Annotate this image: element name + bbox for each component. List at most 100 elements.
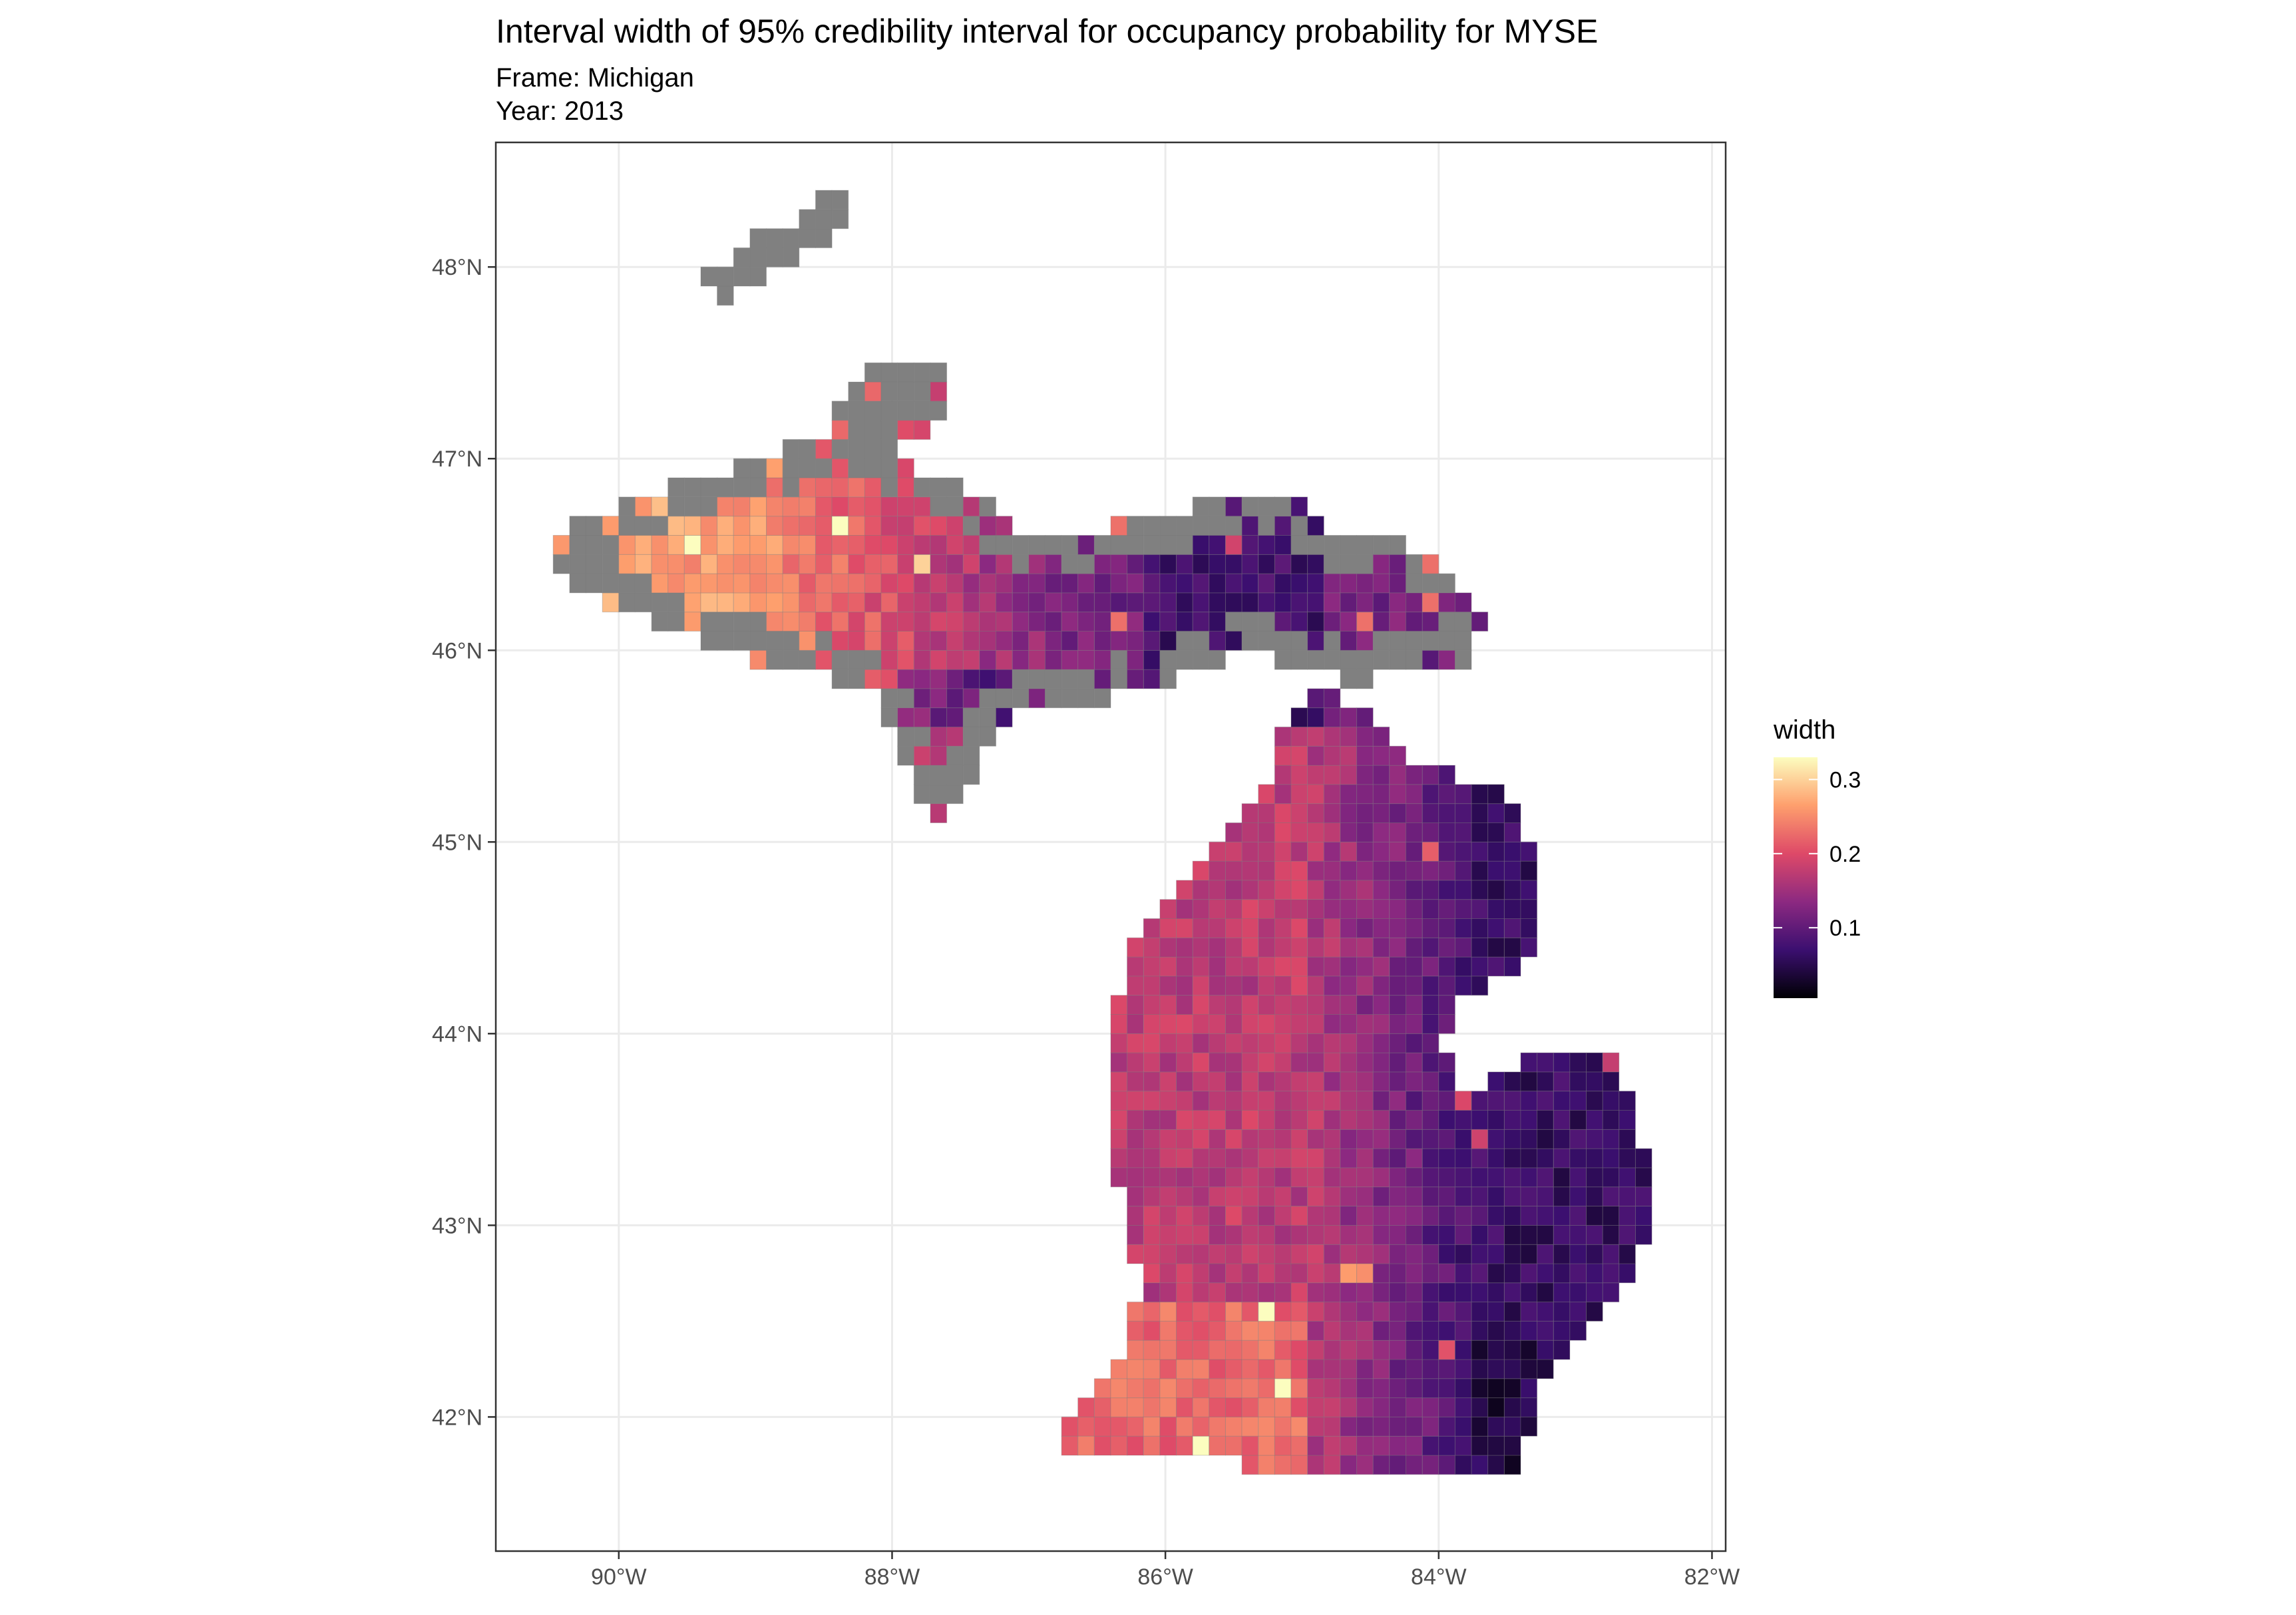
- grid-cell: [1290, 496, 1308, 517]
- grid-cell: [1290, 1071, 1308, 1092]
- grid-cell: [1209, 1033, 1226, 1053]
- grid-cell: [1406, 1435, 1423, 1456]
- grid-cell: [1372, 649, 1390, 670]
- grid-cell: [1110, 669, 1128, 689]
- grid-cell: [1307, 612, 1324, 632]
- grid-cell: [1619, 1244, 1636, 1264]
- grid-cell: [897, 745, 914, 766]
- grid-cell: [717, 573, 734, 594]
- grid-cell: [651, 516, 669, 536]
- grid-cell: [1406, 841, 1423, 862]
- grid-cell: [1602, 1206, 1620, 1226]
- grid-cell: [930, 631, 948, 651]
- grid-cell: [930, 592, 948, 613]
- grid-cell: [1487, 1320, 1505, 1341]
- grid-cell: [766, 573, 783, 594]
- grid-cell: [1127, 1416, 1144, 1437]
- grid-cell: [1438, 631, 1455, 651]
- grid-cell: [1389, 1435, 1406, 1456]
- grid-cell: [1209, 1014, 1226, 1034]
- grid-cell: [1372, 937, 1390, 958]
- grid-cell: [799, 439, 816, 459]
- grid-cell: [864, 612, 882, 632]
- grid-cell: [749, 266, 767, 287]
- grid-cell: [1209, 976, 1226, 996]
- grid-cell: [848, 401, 865, 421]
- grid-cell: [1553, 1071, 1571, 1092]
- grid-cell: [1209, 937, 1226, 958]
- grid-cell: [1372, 1263, 1390, 1284]
- grid-cell: [848, 631, 865, 651]
- grid-cell: [946, 554, 964, 574]
- grid-cell: [979, 516, 997, 536]
- grid-cell: [749, 228, 767, 248]
- grid-cell: [651, 573, 669, 594]
- grid-cell: [1389, 1148, 1406, 1168]
- grid-cell: [1241, 1359, 1259, 1379]
- grid-cell: [1619, 1167, 1636, 1188]
- grid-cell: [1487, 918, 1505, 938]
- grid-cell: [831, 554, 849, 574]
- grid-cell: [1389, 1224, 1406, 1245]
- grid-cell: [1537, 1071, 1554, 1092]
- grid-cell: [1225, 899, 1243, 919]
- grid-cell: [1307, 1129, 1324, 1149]
- grid-cell: [1487, 1091, 1505, 1111]
- grid-cell: [1323, 612, 1341, 632]
- grid-cell: [1061, 631, 1079, 651]
- grid-cell: [1159, 899, 1177, 919]
- grid-cell: [1258, 516, 1275, 536]
- grid-cell: [1438, 860, 1455, 881]
- grid-cell: [733, 247, 751, 268]
- grid-cell: [1569, 1186, 1587, 1206]
- grid-cell: [880, 439, 898, 459]
- grid-cell: [1274, 516, 1292, 536]
- grid-cell: [683, 535, 701, 555]
- grid-cell: [683, 554, 701, 574]
- grid-cell: [946, 745, 964, 766]
- grid-cell: [1471, 1320, 1489, 1341]
- grid-cell: [1159, 1244, 1177, 1264]
- grid-cell: [1586, 1224, 1603, 1245]
- grid-cell: [782, 573, 800, 594]
- grid-cell: [1537, 1263, 1554, 1284]
- grid-cell: [1340, 669, 1358, 689]
- grid-cell: [1176, 956, 1193, 977]
- grid-cell: [1077, 1416, 1095, 1437]
- grid-cell: [1143, 535, 1161, 555]
- grid-cell: [1093, 649, 1111, 670]
- grid-cell: [1143, 649, 1161, 670]
- grid-cell: [1356, 841, 1374, 862]
- grid-cell: [1323, 745, 1341, 766]
- grid-cell: [1422, 1435, 1439, 1456]
- grid-cell: [1356, 1091, 1374, 1111]
- grid-cell: [1258, 1455, 1275, 1475]
- grid-cell: [1520, 918, 1538, 938]
- grid-cell: [749, 573, 767, 594]
- grid-cell: [1225, 1416, 1243, 1437]
- grid-cell: [1438, 995, 1455, 1015]
- grid-cell: [766, 631, 783, 651]
- grid-cell: [1372, 1014, 1390, 1034]
- grid-cell: [1406, 1186, 1423, 1206]
- grid-cell: [815, 592, 833, 613]
- grid-cell: [1323, 1071, 1341, 1092]
- grid-cell: [1258, 918, 1275, 938]
- grid-cell: [1209, 516, 1226, 536]
- grid-cell: [1503, 1206, 1521, 1226]
- grid-cell: [1569, 1148, 1587, 1168]
- grid-cell: [1143, 669, 1161, 689]
- grid-cell: [1503, 1224, 1521, 1245]
- grid-cell: [1307, 956, 1324, 977]
- grid-cell: [1520, 860, 1538, 881]
- grid-cell: [651, 496, 669, 517]
- grid-cell: [897, 649, 914, 670]
- grid-cell: [1586, 1206, 1603, 1226]
- grid-cell: [1438, 1206, 1455, 1226]
- grid-cell: [1356, 649, 1374, 670]
- grid-cell: [1503, 1091, 1521, 1111]
- grid-cell: [1143, 1378, 1161, 1399]
- grid-cell: [1192, 1263, 1210, 1284]
- grid-cell: [1225, 1148, 1243, 1168]
- grid-cell: [1241, 516, 1259, 536]
